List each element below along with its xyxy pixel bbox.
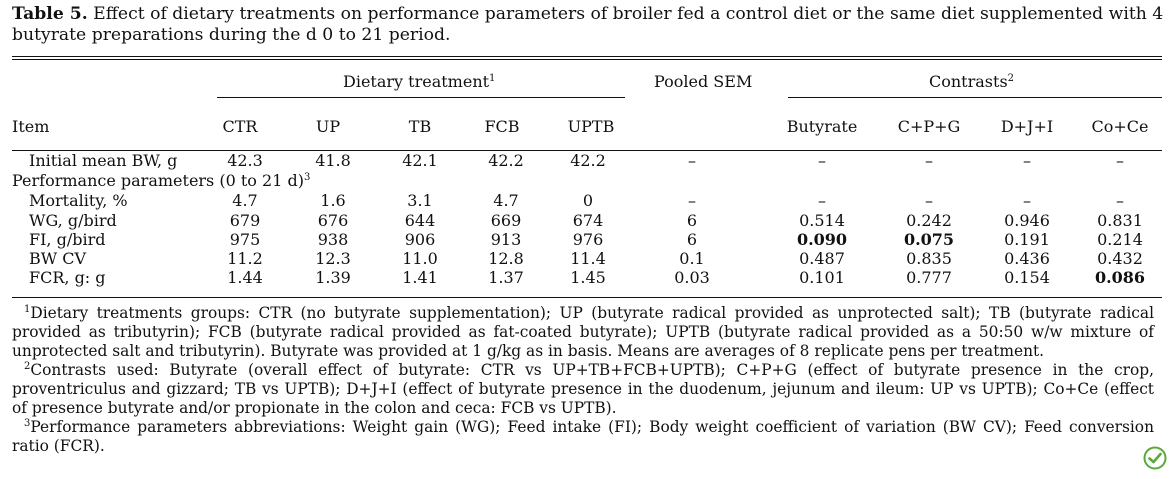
bottom-rule bbox=[12, 297, 1162, 298]
row-label: Mortality, % bbox=[29, 191, 128, 210]
contrast-cell: – bbox=[818, 151, 826, 170]
contrast-cell: 0.514 bbox=[799, 211, 845, 230]
column-header-up: UP bbox=[315, 117, 341, 136]
contrasts-header: Contrasts2 bbox=[929, 72, 1015, 91]
contrast-cell: 0.214 bbox=[1097, 230, 1143, 249]
contrast-cell: 0.090 bbox=[796, 230, 848, 249]
table-page: Table 5. Effect of dietary treatments on… bbox=[12, 4, 1164, 455]
contrast-cell: 0.946 bbox=[1004, 211, 1050, 230]
value-cell: 12.3 bbox=[315, 249, 351, 268]
top-rule-second bbox=[12, 59, 1162, 60]
value-cell: 4.7 bbox=[232, 191, 258, 210]
footnotes: 1Dietary treatments groups: CTR (no buty… bbox=[12, 304, 1154, 456]
value-cell: 41.8 bbox=[315, 151, 351, 170]
row-label: FCR, g: g bbox=[29, 268, 106, 287]
contrast-cell: 0.154 bbox=[1004, 268, 1050, 287]
header-rule bbox=[12, 150, 1162, 151]
value-cell: 938 bbox=[317, 230, 349, 249]
value-cell: 975 bbox=[229, 230, 261, 249]
contrast-cell: 0.835 bbox=[906, 249, 952, 268]
contrast-cell: 0.436 bbox=[1004, 249, 1050, 268]
contrast-cell: – bbox=[1023, 191, 1031, 210]
table-label: Table 5. bbox=[12, 4, 88, 24]
row-label: Initial mean BW, g bbox=[29, 151, 178, 170]
value-cell: 669 bbox=[490, 211, 522, 230]
contrast-cell: – bbox=[925, 191, 933, 210]
contrast-cell: 0.487 bbox=[799, 249, 845, 268]
column-header-co-ce: Co+Ce bbox=[1091, 117, 1149, 136]
sem-cell: – bbox=[688, 191, 696, 210]
caption-text: Effect of dietary treatments on performa… bbox=[12, 4, 1164, 45]
top-rule bbox=[12, 56, 1162, 57]
table-caption: Table 5. Effect of dietary treatments on… bbox=[12, 4, 1164, 46]
value-cell: 913 bbox=[490, 230, 522, 249]
check-badge-icon bbox=[1143, 446, 1167, 470]
column-header-d-j-i: D+J+I bbox=[1000, 117, 1054, 136]
value-cell: 1.6 bbox=[320, 191, 346, 210]
column-header-ctr: CTR bbox=[222, 117, 258, 136]
contrast-cell: 0.191 bbox=[1004, 230, 1050, 249]
value-cell: 4.7 bbox=[493, 191, 519, 210]
value-cell: 976 bbox=[572, 230, 604, 249]
row-label: BW CV bbox=[29, 249, 87, 268]
column-header-c-p-g: C+P+G bbox=[897, 117, 961, 136]
value-cell: 42.1 bbox=[402, 151, 438, 170]
contrast-cell: 0.101 bbox=[799, 268, 845, 287]
row-label: FI, g/bird bbox=[29, 230, 106, 249]
value-cell: 1.37 bbox=[488, 268, 524, 287]
contrast-cell: 0.075 bbox=[903, 230, 955, 249]
sem-cell: – bbox=[688, 151, 696, 170]
value-cell: 3.1 bbox=[407, 191, 433, 210]
contrast-cell: – bbox=[925, 151, 933, 170]
value-cell: 42.2 bbox=[488, 151, 524, 170]
sem-cell: 0.03 bbox=[674, 268, 710, 287]
contrast-cell: 0.831 bbox=[1097, 211, 1143, 230]
column-header-tb: TB bbox=[408, 117, 432, 136]
item-header: Item bbox=[12, 117, 50, 136]
value-cell: 1.41 bbox=[402, 268, 438, 287]
value-cell: 1.44 bbox=[227, 268, 263, 287]
value-cell: 1.39 bbox=[315, 268, 351, 287]
value-cell: 11.4 bbox=[570, 249, 606, 268]
section-label: Performance parameters (0 to 21 d)3 bbox=[12, 171, 311, 190]
value-cell: 674 bbox=[572, 211, 604, 230]
footnote: 3Performance parameters abbreviations: W… bbox=[12, 418, 1154, 455]
contrast-cell: 0.242 bbox=[906, 211, 952, 230]
value-cell: 11.2 bbox=[227, 249, 263, 268]
contrast-cell: – bbox=[1023, 151, 1031, 170]
value-cell: 11.0 bbox=[402, 249, 438, 268]
column-header-uptb: UPTB bbox=[567, 117, 615, 136]
sem-cell: 0.1 bbox=[679, 249, 705, 268]
contrast-cell: – bbox=[1116, 191, 1124, 210]
dietary-span-rule bbox=[217, 97, 625, 98]
value-cell: 644 bbox=[404, 211, 436, 230]
value-cell: 42.2 bbox=[570, 151, 606, 170]
value-cell: 0 bbox=[582, 191, 594, 210]
contrast-cell: – bbox=[1116, 151, 1124, 170]
value-cell: 12.8 bbox=[488, 249, 524, 268]
footnote: 2Contrasts used: Butyrate (overall effec… bbox=[12, 361, 1154, 417]
contrast-cell: – bbox=[818, 191, 826, 210]
contrasts-span-rule bbox=[788, 97, 1162, 98]
value-cell: 676 bbox=[317, 211, 349, 230]
contrast-cell: 0.432 bbox=[1097, 249, 1143, 268]
value-cell: 679 bbox=[229, 211, 261, 230]
column-header-butyrate: Butyrate bbox=[786, 117, 858, 136]
dietary-treatment-header: Dietary treatment1 bbox=[343, 72, 496, 91]
sem-cell: 6 bbox=[686, 211, 698, 230]
contrast-cell: 0.086 bbox=[1094, 268, 1146, 287]
sem-cell: 6 bbox=[686, 230, 698, 249]
value-cell: 1.45 bbox=[570, 268, 606, 287]
value-cell: 906 bbox=[404, 230, 436, 249]
row-label: WG, g/bird bbox=[29, 211, 117, 230]
pooled-sem-header: Pooled SEM bbox=[654, 72, 753, 91]
value-cell: 42.3 bbox=[227, 151, 263, 170]
footnote: 1Dietary treatments groups: CTR (no buty… bbox=[12, 304, 1154, 360]
column-header-fcb: FCB bbox=[484, 117, 520, 136]
contrast-cell: 0.777 bbox=[906, 268, 952, 287]
